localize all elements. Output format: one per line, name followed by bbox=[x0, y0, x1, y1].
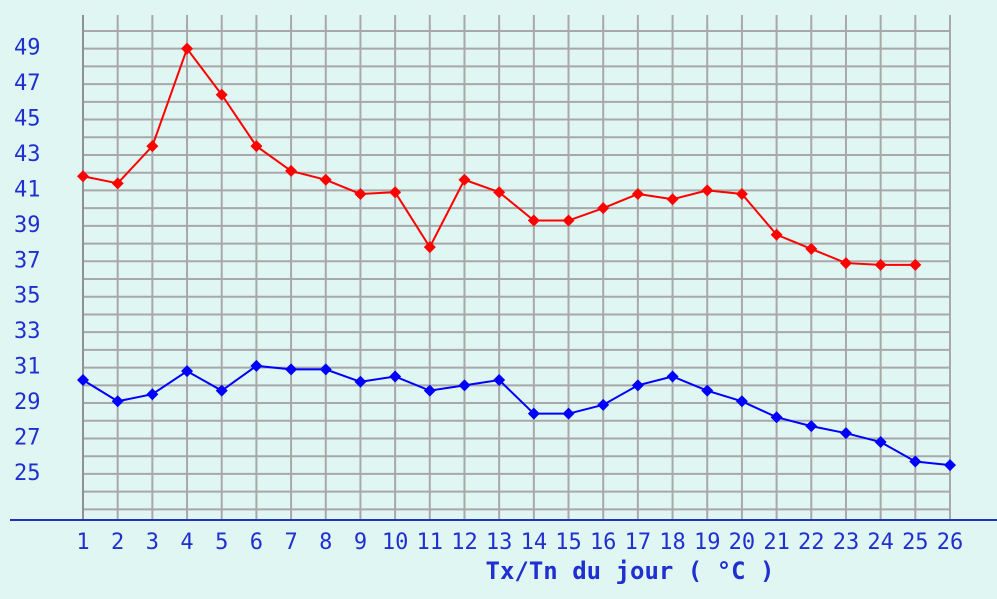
data-point bbox=[944, 459, 956, 472]
x-tick-label: 26 bbox=[937, 530, 964, 555]
y-tick-label: 39 bbox=[14, 213, 41, 238]
data-point bbox=[701, 184, 714, 197]
data-point bbox=[285, 363, 298, 376]
data-point bbox=[146, 140, 159, 153]
data-point bbox=[874, 258, 887, 271]
data-point bbox=[839, 257, 852, 270]
data-point bbox=[597, 202, 610, 215]
data-point bbox=[77, 374, 89, 387]
data-point bbox=[527, 407, 540, 420]
x-tick-label: 23 bbox=[833, 530, 860, 555]
data-point bbox=[389, 370, 402, 383]
data-point bbox=[181, 42, 194, 55]
data-point bbox=[250, 359, 263, 372]
y-tick-label: 27 bbox=[14, 425, 41, 450]
data-point bbox=[354, 375, 367, 388]
x-tick-label: 12 bbox=[451, 530, 478, 555]
data-point bbox=[250, 140, 263, 153]
data-point bbox=[874, 436, 887, 449]
data-point bbox=[770, 228, 783, 241]
x-axis-label: Tx/Tn du jour ( °C ) bbox=[486, 557, 775, 585]
data-point bbox=[319, 363, 332, 376]
data-point bbox=[493, 374, 506, 387]
data-point bbox=[319, 173, 332, 186]
data-point bbox=[562, 407, 575, 420]
data-point bbox=[285, 164, 298, 177]
x-tick-label: 4 bbox=[180, 530, 193, 555]
data-point bbox=[666, 370, 679, 383]
data-point bbox=[111, 395, 124, 408]
y-tick-label: 29 bbox=[14, 390, 41, 415]
data-point bbox=[666, 193, 679, 206]
y-tick-label: 43 bbox=[14, 142, 41, 167]
x-tick-label: 17 bbox=[625, 530, 652, 555]
x-tick-label: 8 bbox=[319, 530, 332, 555]
data-point bbox=[562, 214, 575, 227]
data-point bbox=[701, 384, 714, 397]
x-tick-label: 19 bbox=[694, 530, 721, 555]
x-tick-label: 16 bbox=[590, 530, 617, 555]
data-point bbox=[215, 384, 228, 397]
y-tick-label: 49 bbox=[14, 36, 41, 61]
data-point bbox=[354, 187, 367, 200]
y-tick-label: 41 bbox=[14, 177, 41, 202]
data-point bbox=[631, 379, 644, 392]
x-tick-label: 13 bbox=[486, 530, 513, 555]
data-point bbox=[493, 186, 506, 199]
data-point bbox=[215, 88, 228, 101]
data-point bbox=[458, 173, 471, 186]
x-tick-label: 20 bbox=[729, 530, 756, 555]
data-point bbox=[631, 187, 644, 200]
x-tick-label: 22 bbox=[798, 530, 825, 555]
x-tick-label: 25 bbox=[902, 530, 929, 555]
y-tick-label: 47 bbox=[14, 71, 41, 96]
data-point bbox=[111, 177, 124, 190]
x-tick-label: 6 bbox=[250, 530, 263, 555]
data-point bbox=[805, 420, 818, 433]
data-point bbox=[909, 258, 922, 271]
x-tick-label: 5 bbox=[215, 530, 228, 555]
x-tick-label: 9 bbox=[354, 530, 367, 555]
data-point bbox=[909, 455, 922, 468]
data-point bbox=[770, 411, 783, 424]
series-line bbox=[82, 364, 951, 467]
x-tick-label: 24 bbox=[867, 530, 894, 555]
x-tick-label: 21 bbox=[763, 530, 790, 555]
x-tick-label: 11 bbox=[417, 530, 444, 555]
data-point bbox=[181, 365, 194, 378]
data-point bbox=[839, 427, 852, 440]
x-tick-label: 2 bbox=[111, 530, 124, 555]
x-tick-label: 3 bbox=[146, 530, 159, 555]
x-tick-label: 15 bbox=[555, 530, 582, 555]
data-point bbox=[389, 186, 402, 199]
y-tick-label: 31 bbox=[14, 355, 41, 380]
x-tick-label: 14 bbox=[521, 530, 548, 555]
y-tick-label: 25 bbox=[14, 461, 41, 486]
x-tick-label: 1 bbox=[76, 530, 89, 555]
data-point bbox=[735, 395, 748, 408]
x-tick-label: 10 bbox=[382, 530, 409, 555]
data-point bbox=[805, 242, 818, 255]
data-point bbox=[423, 384, 436, 397]
data-point bbox=[77, 170, 89, 183]
data-point bbox=[458, 379, 471, 392]
y-tick-label: 45 bbox=[14, 107, 41, 132]
x-tick-label: 18 bbox=[659, 530, 686, 555]
y-tick-label: 33 bbox=[14, 319, 41, 344]
data-point bbox=[527, 214, 540, 227]
x-tick-label: 7 bbox=[284, 530, 297, 555]
data-point bbox=[735, 187, 748, 200]
y-tick-label: 35 bbox=[14, 284, 41, 309]
y-tick-label: 37 bbox=[14, 248, 41, 273]
data-point bbox=[597, 398, 610, 411]
data-point bbox=[146, 388, 159, 401]
data-point bbox=[423, 241, 436, 254]
